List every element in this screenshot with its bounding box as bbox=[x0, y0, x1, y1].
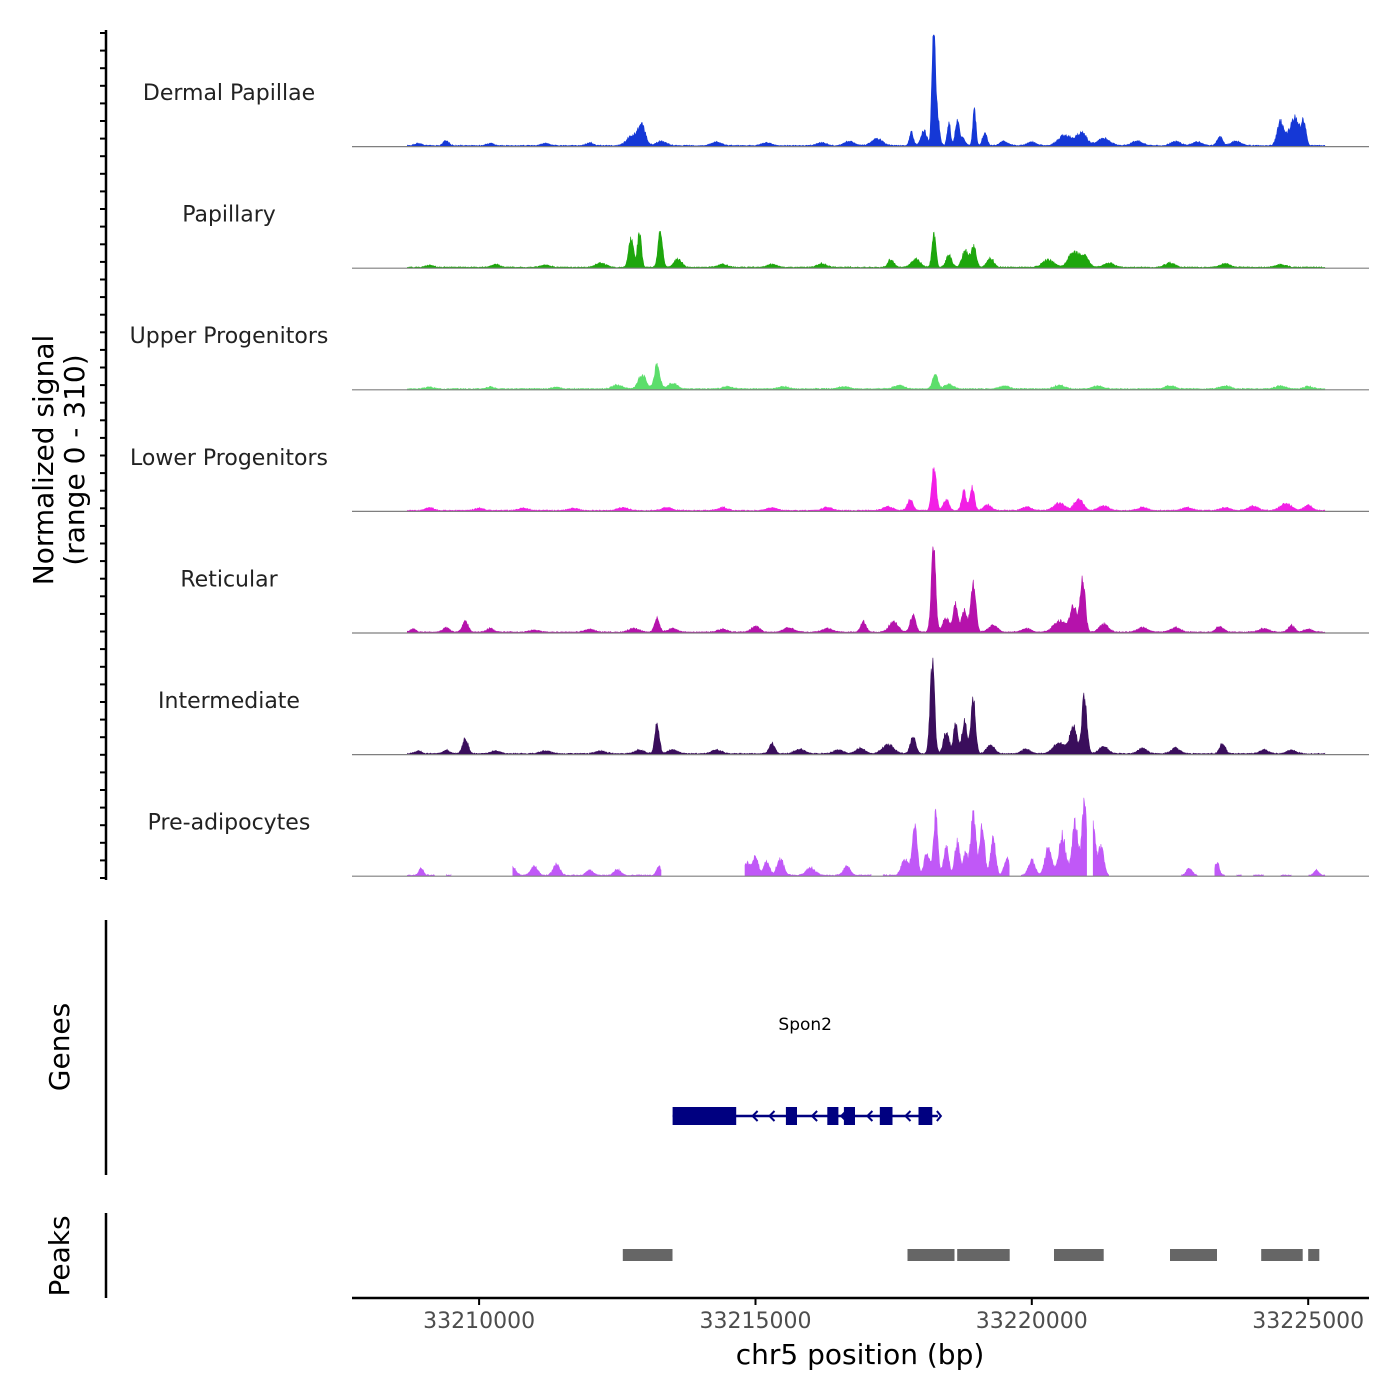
track-reticular: Reticular bbox=[180, 546, 1369, 634]
coverage-area bbox=[407, 34, 1326, 147]
peak-region bbox=[1170, 1249, 1217, 1261]
gene-exon bbox=[672, 1107, 737, 1125]
strand-arrow bbox=[865, 1110, 874, 1122]
coverage-area bbox=[407, 467, 1326, 512]
x-tick-label: 33215000 bbox=[700, 1309, 812, 1334]
gene-label: Spon2 bbox=[778, 1015, 832, 1035]
coverage-area bbox=[512, 862, 662, 877]
peak-region bbox=[957, 1249, 1010, 1261]
peak-region bbox=[1261, 1249, 1303, 1261]
coverage-area bbox=[1021, 797, 1087, 877]
gene-exon bbox=[879, 1107, 893, 1125]
coverage-area bbox=[1181, 867, 1198, 877]
coverage-area bbox=[407, 546, 1326, 634]
track-label: Pre-adipocytes bbox=[148, 811, 311, 836]
signal-axis-ticks bbox=[100, 32, 106, 879]
peaks-panel-label: Peaks bbox=[43, 1215, 76, 1296]
track-label: Reticular bbox=[180, 567, 278, 592]
coverage-area bbox=[882, 808, 1010, 877]
coverage-area bbox=[1214, 861, 1225, 877]
gene-exon bbox=[785, 1107, 797, 1125]
peak-track bbox=[622, 1249, 1320, 1261]
coverage-area bbox=[407, 657, 1326, 755]
coverage-area bbox=[1308, 868, 1326, 877]
track-label: Intermediate bbox=[158, 689, 300, 714]
gene-spon2: Spon2 bbox=[672, 1015, 943, 1125]
track-label: Dermal Papillae bbox=[143, 81, 315, 106]
x-tick-label: 33225000 bbox=[1252, 1309, 1364, 1334]
coverage-area bbox=[1092, 820, 1109, 877]
gene-exon bbox=[918, 1107, 933, 1125]
x-tick-label: 33210000 bbox=[423, 1309, 535, 1334]
x-axis: 33210000 33215000 33220000 33225000 bbox=[352, 1296, 1369, 1334]
x-tick-label: 33220000 bbox=[976, 1309, 1088, 1334]
y-axis-title-line2: (range 0 - 310) bbox=[58, 354, 91, 565]
y-axis-title-line1: Normalized signal bbox=[27, 335, 60, 586]
track-papillary: Papillary bbox=[182, 203, 1369, 269]
genes-panel-label: Genes bbox=[43, 1003, 76, 1091]
gene-exon bbox=[843, 1107, 855, 1125]
track-label: Lower Progenitors bbox=[130, 446, 328, 471]
strand-arrow bbox=[936, 1110, 943, 1122]
track-label: Upper Progenitors bbox=[130, 324, 329, 349]
coverage-tracks: Dermal Papillae Papillary Upper Progenitor… bbox=[130, 34, 1369, 877]
track-dermal-papillae: Dermal Papillae bbox=[143, 34, 1369, 148]
gene-track: Spon2 bbox=[672, 1015, 943, 1125]
coverage-area bbox=[407, 362, 1326, 391]
peak-region bbox=[1308, 1249, 1320, 1261]
track-pre-adipocytes: Pre-adipocytes bbox=[148, 797, 1369, 877]
x-axis-title: chr5 position (bp) bbox=[736, 1338, 985, 1371]
track-lower-progenitors: Lower Progenitors bbox=[130, 446, 1369, 512]
track-intermediate: Intermediate bbox=[158, 657, 1369, 756]
peak-region bbox=[622, 1249, 673, 1261]
strand-arrow bbox=[839, 1110, 847, 1122]
strand-arrow bbox=[904, 1110, 912, 1122]
strand-arrow bbox=[751, 1110, 759, 1122]
gene-exon bbox=[827, 1107, 839, 1125]
coverage-area bbox=[407, 867, 435, 877]
coverage-area bbox=[744, 855, 872, 877]
signal-y-axis bbox=[100, 30, 108, 880]
track-upper-progenitors: Upper Progenitors bbox=[130, 324, 1369, 391]
x-axis-ticks: 33210000 33215000 33220000 33225000 bbox=[423, 1298, 1364, 1334]
peak-region bbox=[1054, 1249, 1104, 1261]
strand-arrow bbox=[810, 1110, 818, 1122]
track-label: Papillary bbox=[182, 203, 276, 228]
coverage-area bbox=[407, 230, 1326, 269]
peak-region bbox=[907, 1249, 955, 1261]
strand-arrow bbox=[768, 1110, 776, 1122]
